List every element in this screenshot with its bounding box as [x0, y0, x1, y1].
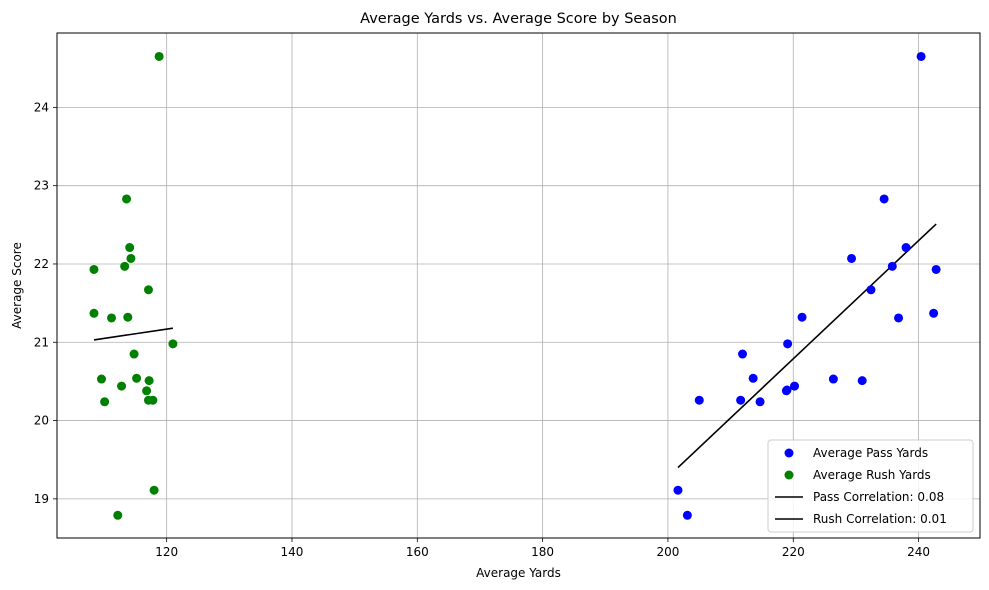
- legend-label: Average Rush Yards: [813, 468, 931, 482]
- scatter-point: [847, 253, 857, 263]
- x-tick-label: 160: [406, 545, 429, 559]
- gridlines: [57, 33, 980, 538]
- scatter-point: [125, 243, 135, 253]
- scatter-point: [100, 397, 110, 407]
- scatter-point: [857, 376, 867, 386]
- scatter-point: [887, 261, 897, 271]
- data-points: [89, 51, 941, 520]
- legend-label: Average Pass Yards: [813, 446, 928, 460]
- scatter-point: [168, 339, 178, 349]
- scatter-point: [107, 313, 117, 323]
- scatter-point: [748, 373, 758, 383]
- x-tick-label: 120: [155, 545, 178, 559]
- y-tick-label: 21: [34, 335, 49, 349]
- scatter-point: [738, 349, 748, 359]
- scatter-point: [901, 243, 911, 253]
- scatter-point: [96, 374, 106, 384]
- axis-ticks: 120 140 160 180 200 220 240 19 20 21 22 23 24: [34, 100, 930, 559]
- scatter-point: [123, 312, 133, 322]
- scatter-point: [755, 397, 765, 407]
- legend-dot-marker: [784, 470, 794, 480]
- x-tick-label: 140: [281, 545, 304, 559]
- legend-label: Pass Correlation: 0.08: [813, 490, 944, 504]
- scatter-point: [797, 312, 807, 322]
- legend-dot-marker: [784, 448, 794, 458]
- y-tick-label: 23: [34, 179, 49, 193]
- scatter-point: [783, 339, 793, 349]
- scatter-point: [132, 373, 142, 383]
- scatter-point: [122, 194, 132, 204]
- scatter-point: [148, 395, 158, 405]
- scatter-point: [89, 308, 99, 318]
- scatter-point: [736, 395, 746, 405]
- scatter-point: [142, 386, 152, 396]
- x-tick-label: 240: [907, 545, 930, 559]
- chart-title: Average Yards vs. Average Score by Seaso…: [360, 11, 677, 27]
- plot-frame: [56, 32, 981, 539]
- x-tick-label: 180: [531, 545, 554, 559]
- scatter-point: [781, 386, 791, 396]
- scatter-point: [149, 485, 159, 495]
- y-tick-label: 24: [34, 100, 49, 114]
- scatter-point: [916, 51, 926, 61]
- legend: Average Pass Yards Average Rush Yards Pass…: [767, 439, 974, 533]
- scatter-point: [673, 485, 683, 495]
- scatter-point: [143, 285, 153, 295]
- scatter-point: [929, 308, 939, 318]
- scatter-point: [144, 376, 154, 386]
- legend-label: Rush Correlation: 0.01: [813, 512, 947, 526]
- scatter-point: [117, 381, 127, 391]
- scatter-point: [894, 313, 904, 323]
- x-axis-label: Average Yards: [476, 566, 561, 580]
- y-tick-label: 19: [34, 492, 49, 506]
- y-tick-label: 22: [34, 257, 49, 271]
- y-tick-label: 20: [34, 414, 49, 428]
- scatter-point: [790, 381, 800, 391]
- y-axis-label: Average Score: [10, 242, 24, 329]
- scatter-point: [89, 264, 99, 274]
- x-tick-label: 220: [782, 545, 805, 559]
- x-tick-label: 200: [656, 545, 679, 559]
- scatter-point: [126, 253, 136, 263]
- scatter-point: [866, 285, 876, 295]
- scatter-point: [113, 510, 123, 520]
- trend-line: [93, 327, 174, 341]
- scatter-point: [682, 510, 692, 520]
- scatter-point: [828, 374, 838, 384]
- scatter-point: [931, 264, 941, 274]
- legend-box: [767, 439, 974, 533]
- scatter-point: [120, 261, 130, 271]
- scatter-point: [694, 395, 704, 405]
- scatter-point: [129, 349, 139, 359]
- scatter-point: [154, 51, 164, 61]
- scatter-point: [879, 194, 889, 204]
